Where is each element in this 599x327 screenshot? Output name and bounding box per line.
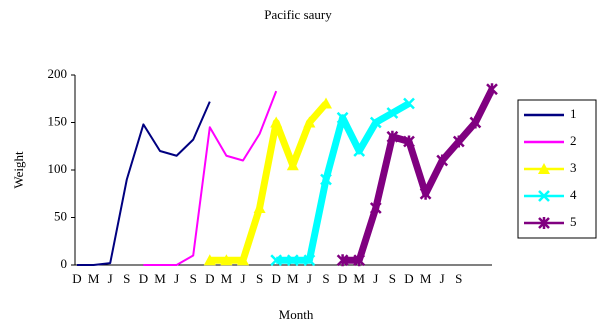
marker — [386, 107, 399, 119]
legend-label: 1 — [570, 106, 577, 121]
marker — [486, 83, 498, 96]
legend-label: 4 — [570, 187, 577, 202]
y-tick-label: 150 — [48, 113, 68, 128]
marker — [369, 202, 382, 214]
marker — [538, 217, 550, 229]
x-tick-label: S — [256, 271, 263, 286]
x-tick-label: J — [108, 271, 113, 286]
marker — [538, 190, 550, 202]
marker — [286, 159, 299, 171]
y-tick-label: 100 — [48, 161, 68, 176]
marker — [320, 173, 332, 186]
marker — [220, 254, 233, 266]
marker — [303, 116, 316, 128]
legend-label: 3 — [570, 160, 577, 175]
x-tick-label: S — [123, 271, 130, 286]
x-tick-label: J — [174, 271, 179, 286]
y-tick-label: 50 — [54, 208, 67, 223]
x-tick-label: S — [190, 271, 197, 286]
x-tick-label: D — [72, 271, 81, 286]
marker — [253, 202, 266, 213]
x-tick-label: D — [338, 271, 347, 286]
marker — [270, 116, 283, 128]
series-line — [276, 100, 411, 264]
x-tick-label: M — [287, 271, 299, 286]
x-tick-label: J — [373, 271, 378, 286]
legend-label: 5 — [570, 214, 577, 229]
marker — [336, 111, 349, 124]
x-tick-label: D — [272, 271, 281, 286]
x-tick-label: M — [420, 271, 432, 286]
x-tick-label: M — [353, 271, 365, 286]
x-tick-label: S — [389, 271, 396, 286]
marker — [320, 97, 332, 109]
y-tick-label: 200 — [48, 66, 68, 81]
x-axis-label: Month — [279, 307, 314, 322]
x-tick-label: D — [404, 271, 413, 286]
series-line — [77, 101, 211, 266]
x-tick-label: D — [205, 271, 214, 286]
marker — [336, 254, 349, 267]
x-tick-label: J — [307, 271, 312, 286]
marker — [386, 130, 399, 143]
chart-title: Pacific saury — [264, 7, 332, 22]
x-tick-label: M — [154, 271, 166, 286]
marker — [286, 254, 299, 267]
x-tick-label: J — [240, 271, 245, 286]
x-tick-label: M — [88, 271, 100, 286]
x-tick-label: D — [139, 271, 148, 286]
marker — [353, 254, 366, 267]
marker — [270, 254, 283, 267]
marker — [353, 145, 366, 157]
x-tick-label: S — [322, 271, 329, 286]
y-axis-label: Weight — [11, 151, 26, 189]
marker — [237, 254, 249, 266]
marker — [403, 97, 415, 110]
x-tick-label: J — [440, 271, 445, 286]
x-tick-label: S — [455, 271, 462, 286]
marker — [303, 254, 316, 267]
marker — [403, 135, 415, 148]
series-line — [143, 90, 278, 266]
marker — [419, 187, 432, 200]
marker — [452, 135, 465, 148]
marker — [469, 116, 482, 129]
marker — [203, 254, 216, 266]
x-tick-label: M — [221, 271, 233, 286]
legend-label: 2 — [570, 133, 577, 148]
marker — [538, 163, 550, 174]
y-tick-label: 0 — [61, 256, 68, 271]
marker — [369, 116, 382, 129]
marker — [436, 154, 449, 167]
series-line — [342, 87, 496, 264]
